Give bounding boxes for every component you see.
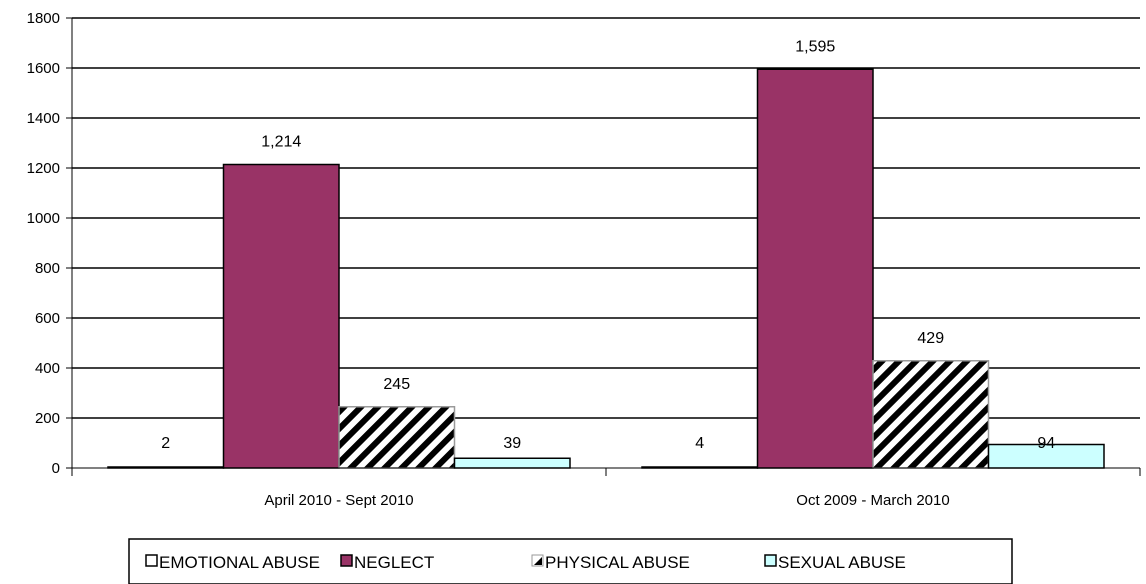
data-labels: 2 1,214 245 39 4 1,595 429 94 <box>161 38 1055 452</box>
y-tick-label: 400 <box>35 360 60 377</box>
data-label: 2 <box>161 435 170 452</box>
x-category-labels: April 2010 - Sept 2010 Oct 2009 - March 2… <box>264 492 949 509</box>
y-tick-label: 1000 <box>27 210 60 227</box>
y-tick-label: 600 <box>35 310 60 327</box>
y-tick-labels: 0 200 400 600 800 1000 1200 1400 1600 1800 <box>27 10 60 477</box>
legend-swatch <box>145 554 158 567</box>
bar-neglect <box>222 163 340 469</box>
data-label: 1,214 <box>261 134 301 151</box>
data-label: 4 <box>695 435 704 452</box>
legend-swatch-hatch <box>534 557 542 565</box>
legend-label: SEXUAL ABUSE <box>778 553 906 572</box>
data-label: 1,595 <box>795 38 835 55</box>
data-label: 429 <box>917 330 944 347</box>
x-category-label: April 2010 - Sept 2010 <box>264 492 413 509</box>
data-label: 245 <box>383 376 410 393</box>
y-tick-label: 1800 <box>27 10 60 27</box>
legend-label: PHYSICAL ABUSE <box>545 553 690 572</box>
y-tick-label: 800 <box>35 260 60 277</box>
legend-swatch <box>764 554 777 567</box>
y-tick-label: 0 <box>52 460 60 477</box>
legend-label: EMOTIONAL ABUSE <box>159 553 320 572</box>
y-tick-label: 1400 <box>27 110 60 127</box>
legend-label: NEGLECT <box>354 553 434 572</box>
axes <box>66 17 1141 476</box>
bar-sexual-abuse <box>453 457 571 469</box>
y-tick-label: 1600 <box>27 60 60 77</box>
bar-physical-abuse <box>872 360 990 469</box>
bar-neglect <box>756 68 874 469</box>
legend-swatch <box>531 554 544 567</box>
y-tick-label: 200 <box>35 410 60 427</box>
legend: EMOTIONAL ABUSE NEGLECT PHYSICAL ABUSE SEXU… <box>128 538 1013 584</box>
legend-swatch <box>340 554 353 567</box>
legend-box <box>128 538 1013 584</box>
y-tick-label: 1200 <box>27 160 60 177</box>
data-label: 39 <box>503 435 521 452</box>
bar-physical-abuse <box>338 406 456 469</box>
x-category-label: Oct 2009 - March 2010 <box>796 492 949 509</box>
data-label: 94 <box>1037 435 1055 452</box>
